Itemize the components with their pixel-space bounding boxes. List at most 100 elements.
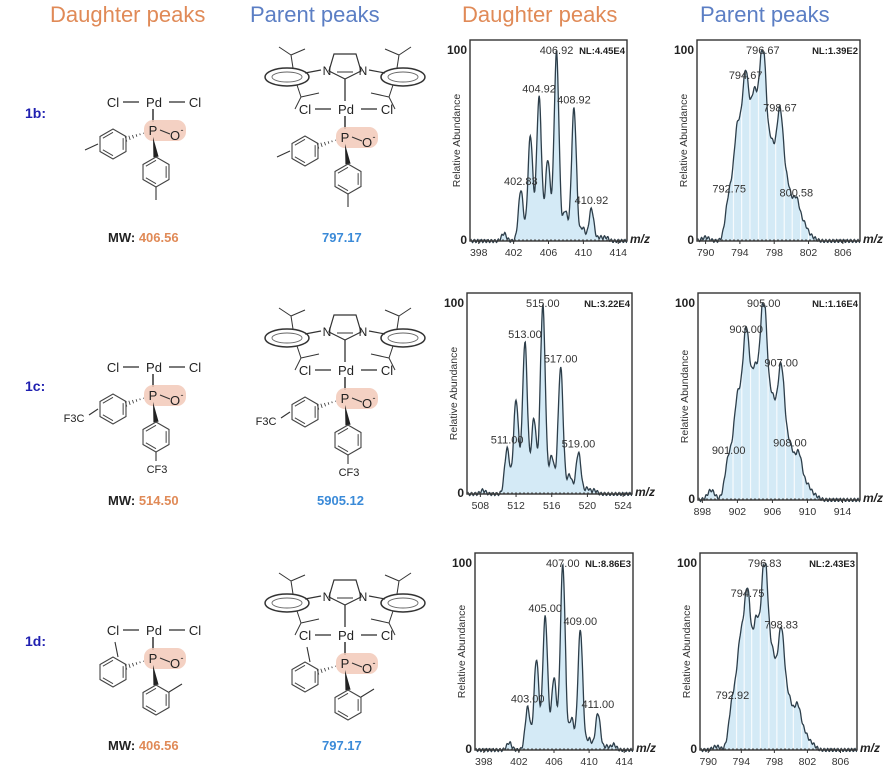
charge-label: - <box>181 125 184 135</box>
oxygen-label: O <box>170 656 180 671</box>
isopropyl-bond <box>290 315 294 330</box>
nl-label: NL:8.86E3 <box>585 559 631 570</box>
peak-label: 515.00 <box>526 298 560 310</box>
isopropyl-bond <box>296 84 302 98</box>
chlorine-label: Cl <box>381 363 393 378</box>
p-o-highlight <box>336 653 378 674</box>
oxygen-label: O <box>170 128 180 143</box>
peak-label: 907.00 <box>764 357 798 369</box>
bond <box>159 129 171 135</box>
spectrum-1b-parent: 100 0 Relative Abundance 790 794 798 802 806 m/z… <box>674 39 883 259</box>
wedge-bond <box>153 137 159 158</box>
peak-label: 519.00 <box>562 438 596 450</box>
hashed-bond-segment <box>135 134 138 137</box>
plot-frame <box>696 39 861 242</box>
nitrogen-label: N <box>359 590 368 604</box>
plot-frame <box>697 292 861 501</box>
hashed-bond-segment <box>320 142 323 148</box>
parent-mw-1c: 5905.12 <box>317 493 364 508</box>
isopropyl-bond <box>388 357 396 371</box>
cf3-label: CF3 <box>339 467 360 479</box>
chlorine-label: Cl <box>107 95 119 110</box>
x-axis-title: m/z <box>635 485 655 499</box>
double-bond <box>145 705 157 713</box>
chlorine-label: Cl <box>107 360 119 375</box>
spectrum-1b-daughter: 100 0 Relative Abundance 398 402 406 410 414m/z… <box>447 39 650 259</box>
double-bond <box>337 427 349 435</box>
peak-label: 798.83 <box>764 619 798 631</box>
isopropyl-bond <box>290 574 306 582</box>
double-bond <box>337 166 349 174</box>
xtick-label: 410 <box>580 756 598 768</box>
peak-label: 404.92 <box>522 83 556 95</box>
ytick-label: 100 <box>444 296 464 310</box>
phosphorus-label: P <box>149 651 158 666</box>
isopropyl-bond <box>384 309 400 317</box>
peak-label: 410.92 <box>575 195 609 207</box>
chlorine-label: Cl <box>381 102 393 117</box>
hashed-bond-segment <box>327 141 330 144</box>
spectrum-fill <box>467 304 632 496</box>
mw-value: 406.56 <box>138 738 179 753</box>
peak-label: 901.00 <box>712 445 746 457</box>
daughter-mw-1b: MW: 406.56 <box>108 230 179 245</box>
palladium-label: Pd <box>338 628 354 643</box>
chlorine-label: Cl <box>299 363 311 378</box>
isopropyl-bond <box>388 610 394 624</box>
dipp-ring <box>380 67 426 87</box>
isopropyl-bond <box>398 307 412 317</box>
isopropyl-bond <box>278 307 292 317</box>
dipp-ring <box>264 328 310 348</box>
isopropyl-bond <box>370 92 390 98</box>
hashed-bond-segment <box>135 399 138 402</box>
dipp-ring <box>380 593 426 613</box>
peak-label: 403.00 <box>511 693 545 705</box>
aryl-ring-bottom <box>142 684 170 716</box>
phosphorus-label: P <box>341 391 350 406</box>
isopropyl-bond <box>398 46 412 56</box>
spectrum-1c-daughter: 100 0 Relative Abundance 508 512 516 520 524m/z… <box>444 292 655 512</box>
aryl-ring-bottom <box>334 424 362 456</box>
peak-label: 517.00 <box>544 353 578 365</box>
hashed-bond-segment <box>128 663 131 669</box>
xtick-label: 516 <box>543 500 561 512</box>
ytick-label: 0 <box>457 486 464 500</box>
row-label-1b: 1b: <box>25 105 46 121</box>
dipp-ring-inner <box>271 332 303 344</box>
xtick-label: 794 <box>731 247 749 259</box>
peak-label: 903.00 <box>729 324 763 336</box>
methyl-bond <box>306 646 311 663</box>
p-o-highlight <box>144 120 186 141</box>
double-bond <box>294 399 306 407</box>
xtick-label: 520 <box>579 500 597 512</box>
double-bond <box>145 687 157 695</box>
nl-label: NL:2.43E3 <box>809 559 855 570</box>
bond <box>351 136 363 142</box>
hashed-bond-segment <box>324 667 326 672</box>
double-bond <box>102 414 114 422</box>
parent-structure-1b: Cl Pd Cl P O - N N <box>264 46 426 207</box>
nl-label: NL:1.16E4 <box>812 299 859 310</box>
wedge-bond <box>345 670 351 691</box>
ytick-label: 0 <box>687 233 694 247</box>
spectrum-1d-parent: 100 0 Relative Abundance 790 794 798 802 806 m/z… <box>677 552 880 768</box>
spectrum-line <box>469 50 628 244</box>
peak-label: 792.92 <box>716 690 750 702</box>
imidazoline-ring <box>328 53 362 80</box>
methyl-bond <box>276 150 291 158</box>
hashed-bond-segment <box>327 667 330 670</box>
xtick-label: 902 <box>729 506 747 518</box>
p-o-highlight <box>144 385 186 406</box>
xtick-label: 406 <box>540 247 558 259</box>
charge-label: - <box>373 393 376 403</box>
y-axis-title: Relative Abundance <box>456 605 468 699</box>
header-parent-peaks-left: Parent peaks <box>250 2 380 27</box>
double-bond <box>102 149 114 157</box>
nl-label: NL:3.22E4 <box>584 299 631 310</box>
x-axis-title: m/z <box>636 741 656 755</box>
double-bond <box>337 692 349 700</box>
double-bond <box>294 156 306 164</box>
isopropyl-bond <box>296 345 302 359</box>
parent-mw-1b: 797.17 <box>322 230 362 245</box>
